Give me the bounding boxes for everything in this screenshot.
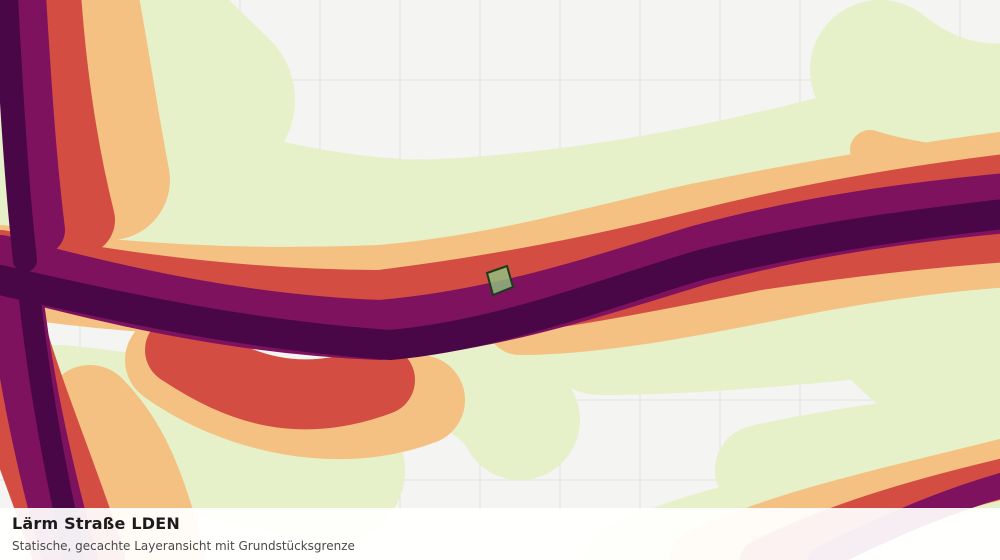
map-title: Lärm Straße LDEN <box>12 514 180 533</box>
parcel-boundary-icon[interactable] <box>485 264 515 297</box>
map-caption: Lärm Straße LDEN Statische, gecachte Lay… <box>0 508 1000 560</box>
map-subtitle: Statische, gecachte Layeransicht mit Gru… <box>12 539 355 553</box>
